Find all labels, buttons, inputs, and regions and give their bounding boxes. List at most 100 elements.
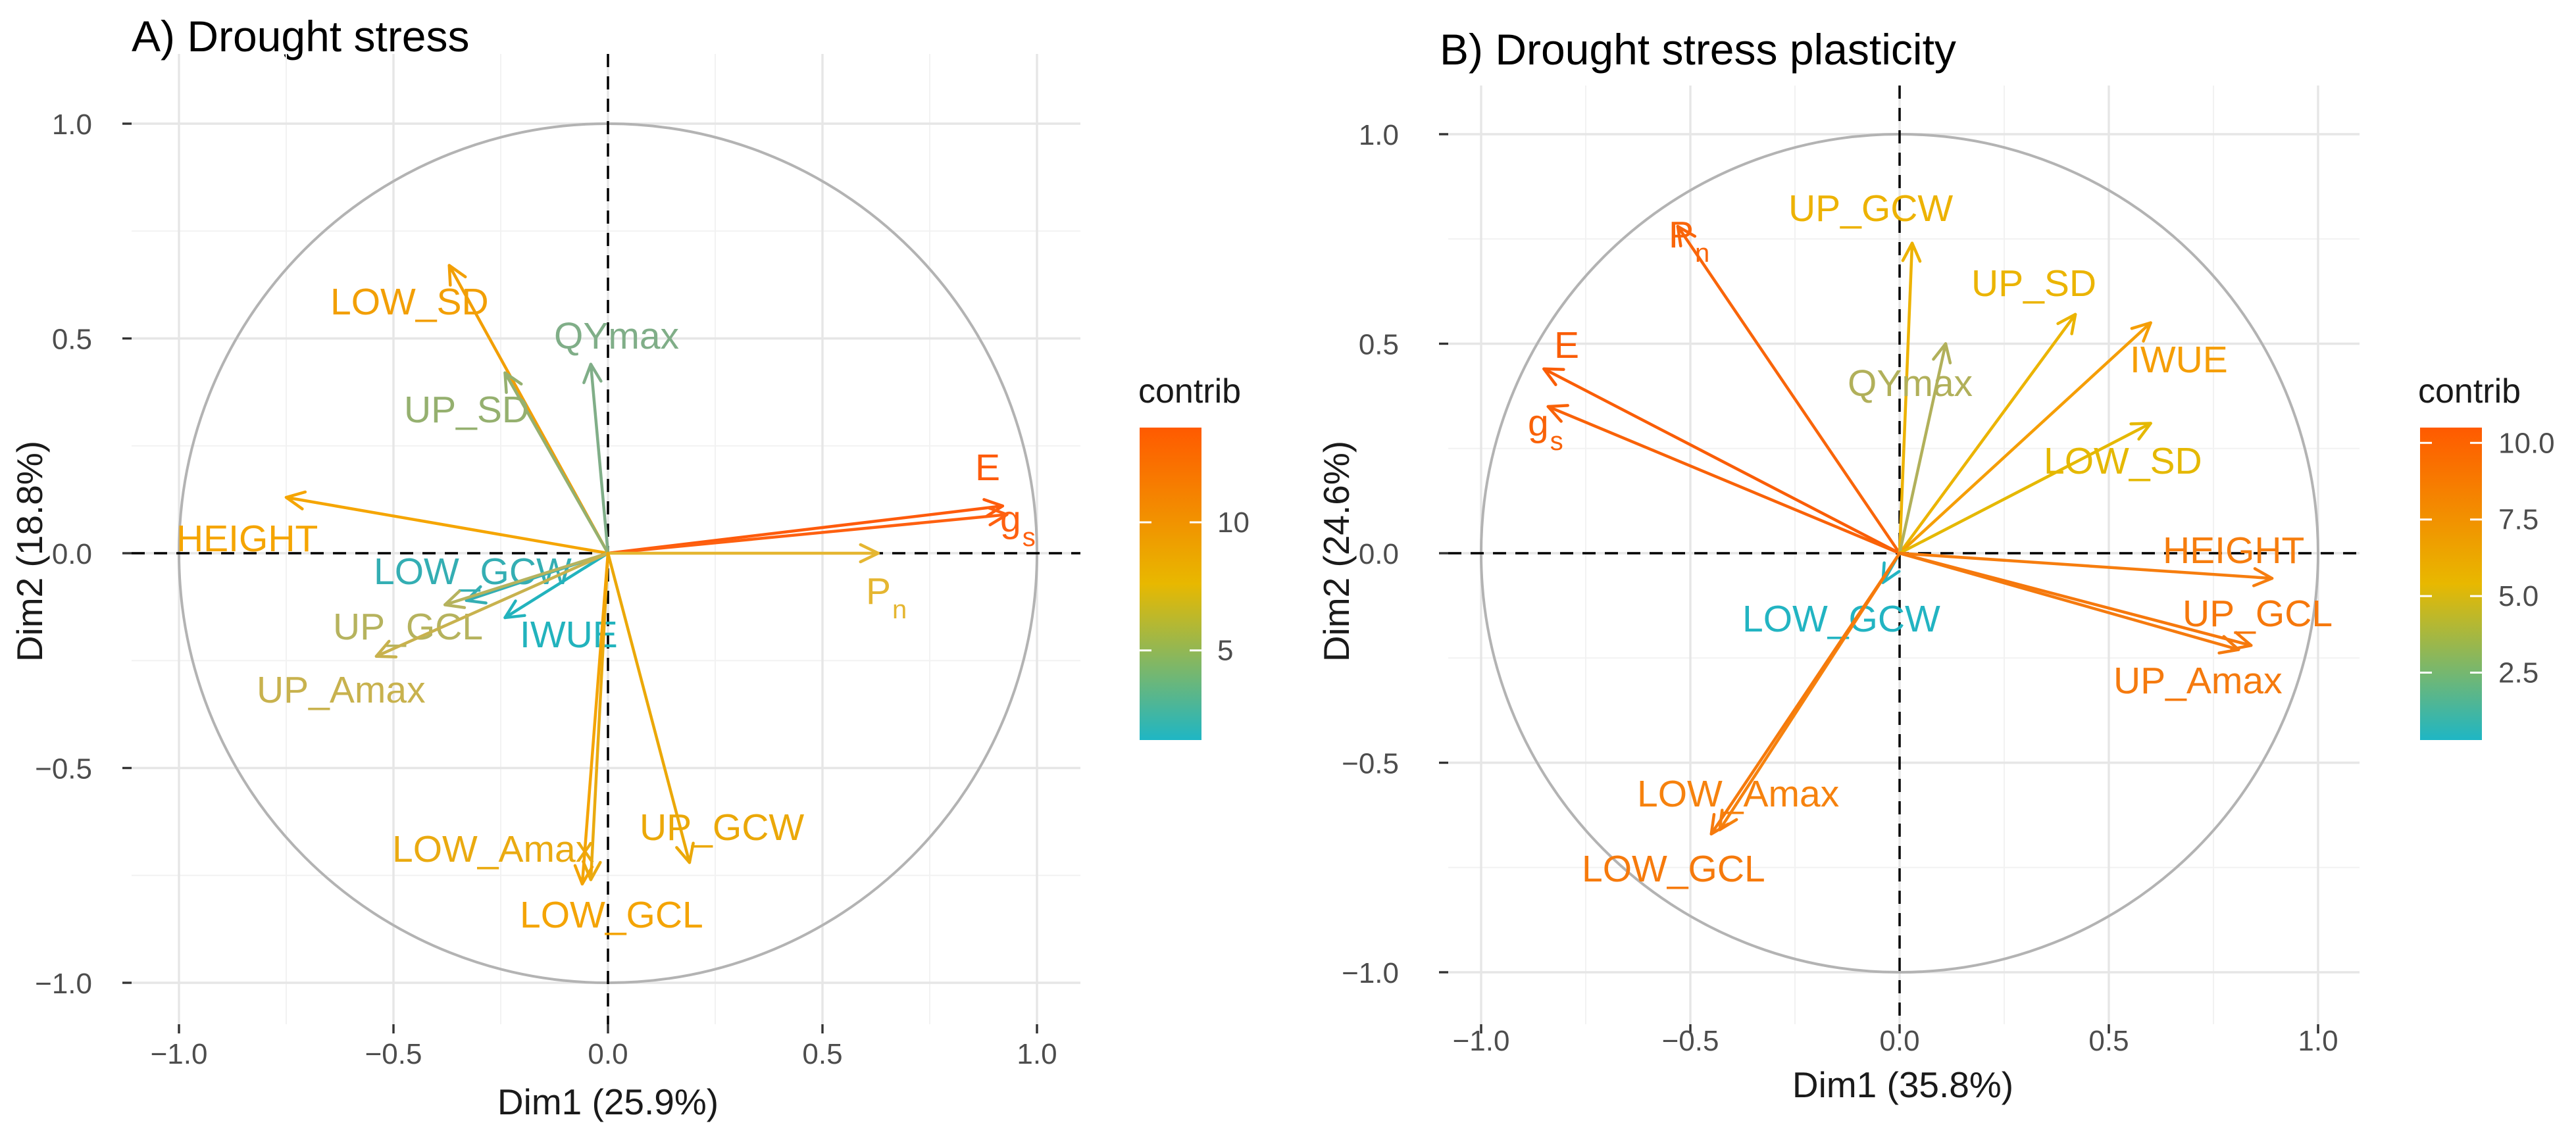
vector-label-subscript: s	[1023, 523, 1036, 552]
vector-label: UP_GCW	[640, 806, 804, 849]
vector-arrowhead	[1709, 812, 1730, 836]
panel-a-x-axis-title: Dim1 (25.9%)	[497, 1081, 719, 1122]
vector-label: E	[1554, 324, 1579, 366]
vector-label: UP_SD	[1971, 262, 2096, 305]
vector-arrowhead	[1546, 404, 1569, 423]
vector-arrowhead	[1542, 367, 1565, 386]
vector-UP_SD: UP_SD	[404, 371, 610, 555]
vector-arrowhead	[582, 860, 602, 881]
vector-shaft	[503, 551, 610, 620]
vector-label: QYmax	[554, 315, 679, 357]
panel-b-ticks: −1.0 −0.5 0.0 0.5 1.0 −1.0 −0.5 0.0 0.5 …	[1342, 119, 2338, 1057]
legend-tick-label: 5.0	[2498, 580, 2538, 612]
panel-a-y-axis-title: Dim2 (18.8%)	[9, 441, 50, 662]
vector-label: LOW_Amax	[392, 828, 594, 870]
vector-arrowhead	[1932, 342, 1952, 364]
vector-arrowhead	[582, 362, 603, 385]
panel-a-ytick: −1.0	[35, 968, 92, 1000]
vector-UP_Amax: UP_Amax	[257, 551, 610, 711]
vector-HEIGHT: HEIGHT	[176, 490, 610, 560]
vector-UP_SD: UP_SD	[1898, 262, 2096, 555]
vector-LOW_Amax: LOW_Amax	[392, 551, 610, 881]
panel-b-y-axis-title: Dim2 (24.6%)	[1316, 441, 1357, 662]
panel-a-title: A) Drought stress	[132, 12, 470, 61]
panel-b-xtick: 0.5	[2088, 1025, 2129, 1057]
vector-arrowhead	[374, 639, 398, 658]
vector-arrowhead	[443, 589, 467, 609]
panel-a-xtick: −1.0	[151, 1038, 208, 1070]
panel-a-xtick: 0.0	[588, 1038, 628, 1070]
vector-label: UP_GCL	[2183, 593, 2333, 635]
vector-shaft	[606, 551, 692, 864]
vector-shaft	[1898, 551, 2240, 651]
panel-b-vectors: Egs Pn UP_GCW UP_SD IWUE QYmax LOW_SD HEIGHT UP_…	[1528, 187, 2333, 890]
vector-arrowhead	[573, 864, 594, 886]
vector-shaft	[443, 551, 610, 607]
vector-shaft	[1898, 321, 2152, 555]
panel-a-legend-title: contrib	[1138, 372, 1241, 410]
vector-label: Pn	[866, 570, 907, 624]
panel-b: B) Drought stress plasticity −1.0 −0.5 0…	[1316, 25, 2555, 1105]
vector-HEIGHT: HEIGHT	[1898, 530, 2304, 587]
panel-a-xtick: 1.0	[1017, 1038, 1057, 1070]
legend-tick-label: 7.5	[2498, 504, 2538, 536]
vector-label: LOW_GCL	[520, 894, 703, 936]
panel-a-ticks: −1.0 −0.5 0.0 0.5 1.0 −1.0 −0.5 0.0 0.5 …	[35, 109, 1057, 1070]
vector-arrowhead	[2129, 422, 2152, 441]
vector-shaft	[1898, 241, 1914, 555]
panel-a-ytick: −0.5	[35, 753, 92, 785]
vector-IWUE: IWUE	[1898, 321, 2228, 555]
vector-label: HEIGHT	[2163, 530, 2304, 572]
vector-E: E	[1542, 324, 1902, 555]
panel-b-ytick: 1.0	[1359, 119, 1399, 151]
panel-b-xtick: −1.0	[1453, 1025, 1510, 1057]
vector-label-subscript: n	[1695, 239, 1709, 268]
vector-shaft	[1898, 312, 2077, 555]
vector-label: UP_GCW	[1788, 187, 1953, 230]
panel-b-xtick: 0.0	[1879, 1025, 1919, 1057]
panel-a-ytick: 0.5	[52, 324, 92, 356]
panel-b-ytick: 0.0	[1359, 538, 1399, 570]
vector-QYmax: QYmax	[554, 315, 679, 555]
panel-b-ytick: 0.5	[1359, 329, 1399, 361]
vector-label: Pn	[1669, 214, 1709, 268]
vector-UP_GCW: UP_GCW	[1788, 187, 1953, 555]
vector-LOW_GCL: LOW_GCL	[1582, 551, 1902, 890]
panel-b-x-axis-title: Dim1 (35.8%)	[1792, 1064, 2013, 1105]
panel-b-title: B) Drought stress plasticity	[1440, 25, 1956, 74]
vector-arrowhead	[2130, 321, 2152, 343]
vector-UP_GCW: UP_GCW	[606, 551, 804, 864]
vector-label: UP_Amax	[257, 669, 426, 711]
panel-b-legend: 2.5 5.0 7.5 10.0	[2420, 427, 2555, 740]
legend-tick-label: 10	[1217, 507, 1250, 539]
vector-shaft	[606, 512, 1009, 555]
vector-label: LOW_GCW	[1742, 598, 1940, 640]
vector-shaft	[284, 495, 610, 555]
vector-arrowhead	[982, 498, 1005, 518]
vector-label-subscript: s	[1550, 427, 1563, 456]
vector-arrowhead	[503, 599, 526, 620]
vector-arrowhead	[284, 490, 307, 510]
vector-shaft	[1542, 367, 1902, 555]
vector-arrowhead	[1676, 224, 1697, 248]
vector-arrowhead	[675, 841, 695, 864]
vector-label: LOW_SD	[2044, 440, 2202, 482]
panel-b-xtick: 1.0	[2298, 1025, 2338, 1057]
vector-label: QYmax	[1848, 362, 1973, 405]
panel-b-ytick: −1.0	[1342, 957, 1399, 989]
panel-a: A) Drought stress −1.0 −0.5 0.0 0.5 1.0 …	[9, 12, 1250, 1122]
vector-arrowhead	[2252, 567, 2274, 587]
legend-tick-label: 10.0	[2498, 427, 2555, 459]
panel-a-xtick: 0.5	[802, 1038, 842, 1070]
vector-arrowhead	[2056, 312, 2077, 335]
vector-shaft	[1546, 405, 1902, 555]
vector-arrowhead	[2217, 635, 2240, 655]
vector-label: LOW_GCL	[1582, 848, 1765, 890]
vector-gs: gs	[1528, 402, 1902, 555]
vector-shaft	[606, 504, 1005, 555]
panel-a-ytick: 0.0	[52, 538, 92, 570]
vector-LOW_SD: LOW_SD	[1898, 422, 2202, 555]
vector-LOW_GCW: LOW_GCW	[374, 551, 610, 605]
